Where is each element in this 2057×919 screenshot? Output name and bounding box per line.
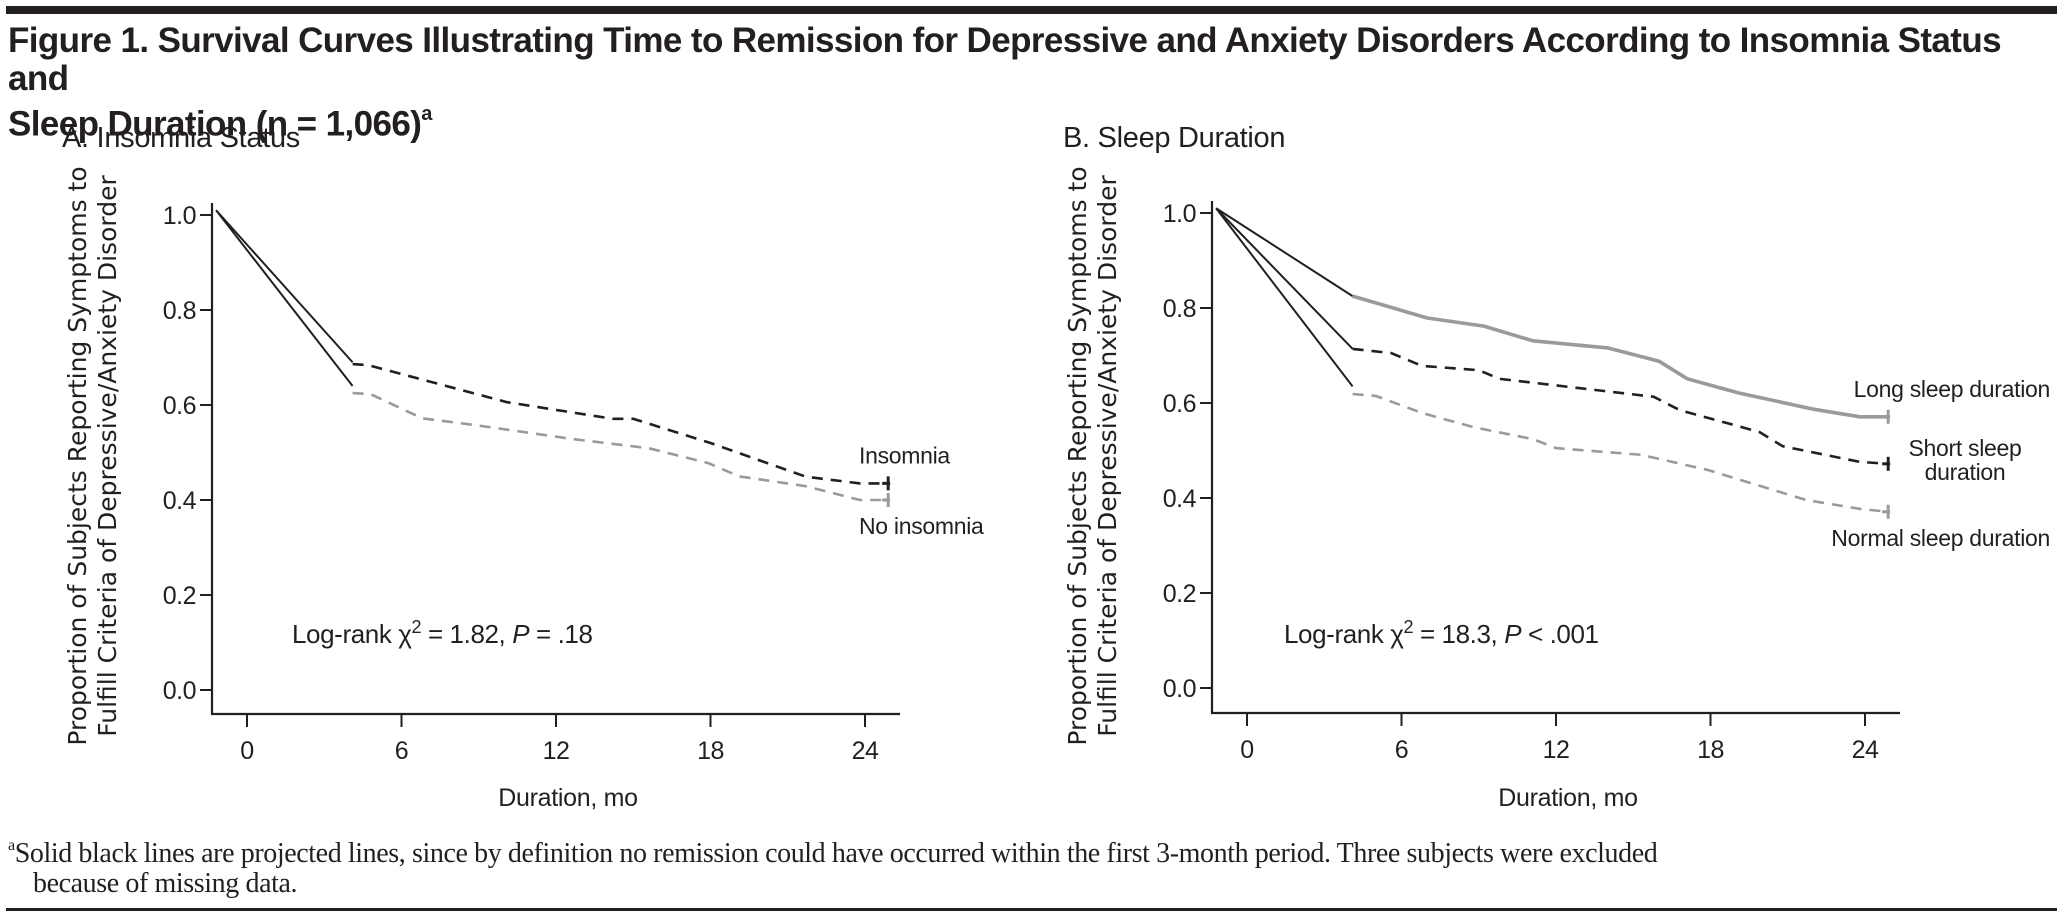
panel-a-y-ticks: 0.0 0.2 0.4 0.6 0.8 1.0 — [163, 202, 212, 705]
x-tick-label: 6 — [1395, 736, 1408, 764]
panel-b-log-rank-stat: Log-rank χ2 = 18.3, P < .001 — [1284, 617, 1599, 649]
panel-b-x-ticks: 0 6 12 18 24 — [1240, 713, 1879, 764]
series-line-normal-sleep-duration — [1352, 392, 1889, 514]
top-rule — [6, 6, 2057, 14]
panel-b-series — [1215, 207, 1891, 519]
figure-title: Figure 1. Survival Curves Illustrating T… — [8, 22, 2048, 144]
x-tick-label: 18 — [697, 737, 724, 765]
y-tick-label: 0.0 — [163, 677, 196, 705]
series-label-short-sleep-duration-line1: Short sleep — [1908, 435, 2021, 461]
x-tick-label: 24 — [852, 737, 879, 765]
y-tick-label: 1.0 — [1163, 200, 1196, 228]
bottom-rule — [6, 908, 2057, 911]
projected-line-normal-sleep-duration — [1215, 207, 1354, 387]
panel-a-y-axis-label-line1: Proportion of Subjects Reporting Symptom… — [63, 166, 92, 745]
stat-suffix: = .18 — [529, 619, 592, 649]
stat-suffix: < .001 — [1521, 619, 1598, 649]
stat-p: P — [1504, 619, 1522, 649]
panel-a-x-axis-label: Duration, mo — [498, 784, 638, 812]
stat-p: P — [512, 619, 530, 649]
y-tick-label: 0.6 — [1163, 390, 1196, 418]
panel-a-y-axis-label: Proportion of Subjects Reporting Symptom… — [63, 166, 122, 745]
projected-line-long-sleep-duration — [1215, 207, 1354, 297]
footnote-line1: aSolid black lines are projected lines, … — [8, 837, 1658, 870]
series-line-no-insomnia — [352, 391, 889, 502]
series-label-normal-sleep-duration: Normal sleep duration — [1831, 525, 2050, 551]
series-label-short-sleep-duration-line2: duration — [1925, 459, 2006, 485]
stat-prefix: Log-rank χ — [292, 619, 412, 649]
panel-a-x-ticks: 0 6 12 18 24 — [240, 714, 879, 765]
y-tick-label: 1.0 — [163, 202, 196, 230]
panel-b-y-ticks: 0.0 0.2 0.4 0.6 0.8 1.0 — [1163, 200, 1212, 703]
y-tick-label: 0.6 — [163, 392, 196, 420]
panel-b-y-axis-label: Proportion of Subjects Reporting Symptom… — [1063, 166, 1122, 745]
projected-line-no-insomnia — [215, 209, 354, 387]
panel-a-series-labels: Insomnia No insomnia — [859, 442, 984, 539]
panel-a-title: A. Insomnia Status — [62, 122, 300, 154]
x-tick-label: 0 — [1240, 736, 1253, 764]
figure-title-line2-text: Sleep Duration (n = 1,066) — [8, 104, 422, 144]
panel-b: B. Sleep Duration Proportion of Subjects… — [1063, 122, 2050, 812]
panel-b-title: B. Sleep Duration — [1063, 122, 1285, 154]
x-tick-label: 0 — [240, 737, 253, 765]
x-tick-label: 24 — [1852, 736, 1879, 764]
series-label-insomnia: Insomnia — [859, 442, 950, 468]
footnote-line1-text: Solid black lines are projected lines, s… — [14, 838, 1658, 870]
panel-a-y-axis-label-line2: Fulfill Criteria of Depressive/Anxiety D… — [93, 175, 122, 737]
projected-line-insomnia — [215, 209, 354, 363]
panel-a-series — [215, 209, 891, 507]
stat-mid: = 1.82, — [421, 619, 512, 649]
footnote-marker: a — [8, 837, 15, 854]
y-tick-label: 0.2 — [1163, 580, 1196, 608]
series-line-long-sleep-duration — [1352, 294, 1889, 419]
y-tick-label: 0.4 — [1163, 485, 1197, 513]
panel-b-y-axis-label-line1: Proportion of Subjects Reporting Symptom… — [1063, 166, 1092, 745]
series-label-no-insomnia: No insomnia — [859, 513, 984, 539]
stat-sup: 2 — [412, 617, 422, 637]
panel-b-x-axis-label: Duration, mo — [1498, 784, 1638, 812]
y-tick-label: 0.4 — [163, 487, 197, 515]
stat-sup: 2 — [1404, 617, 1414, 637]
series-line-insomnia — [352, 362, 889, 485]
x-tick-label: 6 — [395, 737, 408, 765]
series-line-short-sleep-duration — [1352, 347, 1889, 466]
x-tick-label: 12 — [1543, 736, 1570, 764]
y-tick-label: 0.2 — [163, 582, 196, 610]
y-tick-label: 0.8 — [163, 297, 196, 325]
panel-a-log-rank-stat: Log-rank χ2 = 1.82, P = .18 — [292, 617, 593, 649]
panel-a: A. Insomnia Status Proportion of Subject… — [62, 122, 984, 812]
stat-prefix: Log-rank χ — [1284, 619, 1404, 649]
footnote-line2: because of missing data. — [33, 868, 298, 900]
series-label-long-sleep-duration: Long sleep duration — [1854, 376, 2050, 402]
y-tick-label: 0.8 — [1163, 295, 1196, 323]
x-tick-label: 18 — [1697, 736, 1724, 764]
x-tick-label: 12 — [543, 737, 570, 765]
panel-b-y-axis-label-line2: Fulfill Criteria of Depressive/Anxiety D… — [1093, 175, 1122, 737]
projected-line-short-sleep-duration — [1215, 207, 1354, 350]
figure-title-line2: Sleep Duration (n = 1,066)a — [8, 98, 2048, 144]
figure-title-footnote-marker: a — [421, 103, 432, 125]
footnote: aSolid black lines are projected lines, … — [8, 833, 2048, 899]
y-tick-label: 0.0 — [1163, 675, 1196, 703]
stat-mid: = 18.3, — [1413, 619, 1504, 649]
figure-title-line1: Figure 1. Survival Curves Illustrating T… — [8, 21, 2002, 98]
